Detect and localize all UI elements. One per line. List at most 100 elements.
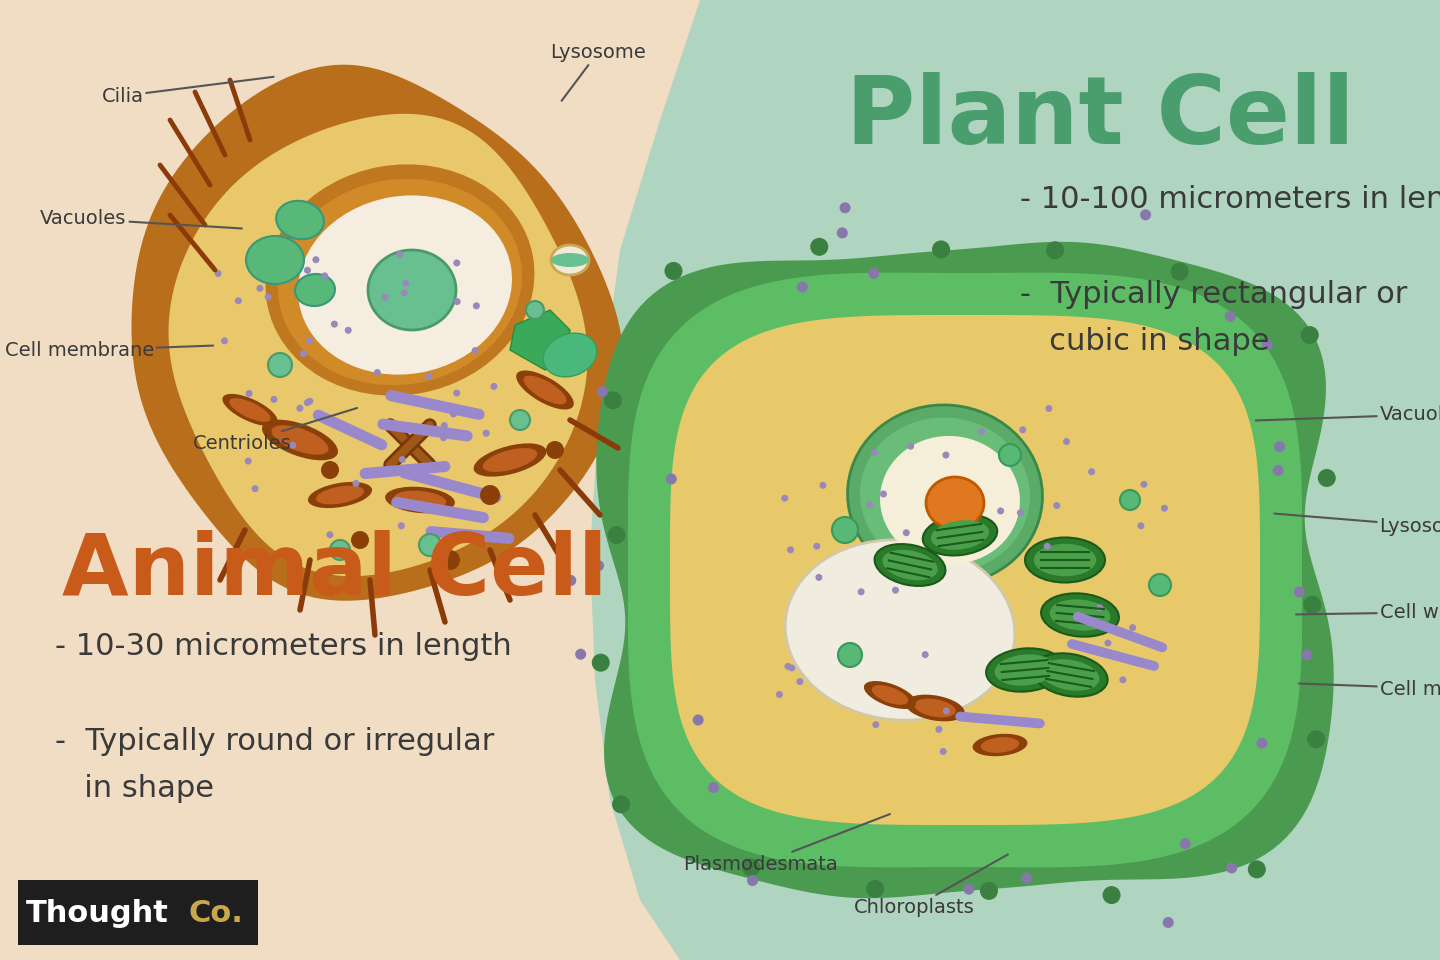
Circle shape [1140, 209, 1151, 221]
Text: Chloroplasts: Chloroplasts [854, 854, 1008, 917]
Polygon shape [596, 242, 1333, 899]
Ellipse shape [906, 695, 965, 721]
Circle shape [1161, 505, 1168, 512]
Circle shape [1021, 873, 1032, 883]
Ellipse shape [482, 448, 537, 472]
Ellipse shape [229, 398, 271, 421]
Circle shape [304, 267, 311, 274]
Ellipse shape [880, 436, 1020, 564]
Circle shape [940, 748, 946, 755]
Circle shape [1149, 574, 1171, 596]
Circle shape [596, 386, 608, 397]
Circle shape [788, 664, 795, 671]
Circle shape [708, 782, 719, 793]
Text: Animal Cell: Animal Cell [62, 530, 608, 613]
Ellipse shape [516, 371, 573, 410]
Ellipse shape [295, 274, 336, 306]
Circle shape [1096, 604, 1103, 612]
Ellipse shape [552, 253, 589, 267]
Circle shape [747, 875, 757, 886]
Circle shape [327, 531, 333, 539]
Circle shape [526, 301, 544, 319]
Text: Cilia: Cilia [101, 77, 274, 106]
Circle shape [300, 350, 307, 357]
Text: Co.: Co. [189, 899, 243, 927]
Circle shape [978, 428, 985, 435]
Circle shape [441, 434, 446, 442]
Circle shape [1179, 838, 1191, 850]
Ellipse shape [995, 655, 1056, 685]
Circle shape [693, 714, 704, 726]
Ellipse shape [972, 733, 1027, 756]
Circle shape [252, 485, 259, 492]
Circle shape [963, 883, 975, 895]
Text: Cell membrane: Cell membrane [4, 341, 213, 360]
Text: Plasmodesmata: Plasmodesmata [683, 814, 890, 874]
Circle shape [608, 526, 625, 544]
Circle shape [592, 654, 609, 672]
Circle shape [1302, 649, 1312, 660]
Text: Cell membrane: Cell membrane [1299, 680, 1440, 699]
Ellipse shape [914, 699, 956, 717]
Circle shape [815, 574, 822, 581]
Circle shape [1104, 639, 1112, 647]
Text: - 10-30 micrometers in length

-  Typically round or irregular
   in shape: - 10-30 micrometers in length - Typicall… [55, 632, 511, 804]
Text: Centrioles: Centrioles [193, 408, 357, 453]
Circle shape [891, 587, 899, 593]
Circle shape [432, 463, 439, 469]
Circle shape [785, 663, 792, 670]
Circle shape [472, 348, 478, 354]
Circle shape [575, 649, 586, 660]
Ellipse shape [384, 487, 455, 514]
Circle shape [1045, 405, 1053, 412]
Circle shape [782, 494, 788, 502]
Circle shape [510, 410, 530, 430]
Circle shape [344, 326, 351, 334]
Ellipse shape [1032, 654, 1107, 697]
Circle shape [1138, 522, 1145, 529]
Circle shape [321, 461, 338, 479]
Text: Plant Cell: Plant Cell [845, 72, 1355, 164]
Circle shape [932, 240, 950, 258]
Circle shape [664, 262, 683, 280]
Ellipse shape [923, 515, 998, 556]
Circle shape [788, 546, 793, 553]
Circle shape [840, 203, 851, 213]
Ellipse shape [315, 486, 364, 504]
Circle shape [374, 369, 380, 376]
Circle shape [873, 721, 880, 728]
Circle shape [331, 321, 338, 327]
Circle shape [454, 259, 461, 267]
Circle shape [796, 678, 804, 685]
Circle shape [868, 268, 880, 279]
Circle shape [449, 411, 456, 418]
Circle shape [1318, 469, 1336, 487]
Circle shape [1063, 438, 1070, 445]
Circle shape [351, 531, 369, 549]
Circle shape [943, 708, 950, 714]
Circle shape [246, 390, 252, 397]
Ellipse shape [278, 179, 521, 385]
Circle shape [603, 392, 622, 409]
Circle shape [1261, 339, 1273, 350]
Circle shape [665, 473, 677, 485]
Circle shape [220, 337, 228, 345]
Circle shape [1300, 326, 1319, 344]
Text: Vacuoles: Vacuoles [40, 209, 242, 228]
Circle shape [265, 294, 272, 300]
Circle shape [1248, 860, 1266, 878]
Circle shape [1274, 442, 1284, 452]
Circle shape [1044, 542, 1051, 550]
Ellipse shape [785, 540, 1015, 720]
Ellipse shape [308, 482, 372, 508]
Ellipse shape [860, 418, 1030, 572]
Circle shape [742, 858, 760, 876]
Circle shape [566, 575, 576, 586]
Circle shape [999, 444, 1021, 466]
Circle shape [819, 482, 827, 489]
Circle shape [400, 289, 408, 297]
Circle shape [268, 353, 292, 377]
Text: - 10-100 micrometers in length

-  Typically rectangular or
   cubic in shape: - 10-100 micrometers in length - Typical… [1020, 185, 1440, 356]
Circle shape [472, 302, 480, 309]
Circle shape [1171, 263, 1188, 280]
